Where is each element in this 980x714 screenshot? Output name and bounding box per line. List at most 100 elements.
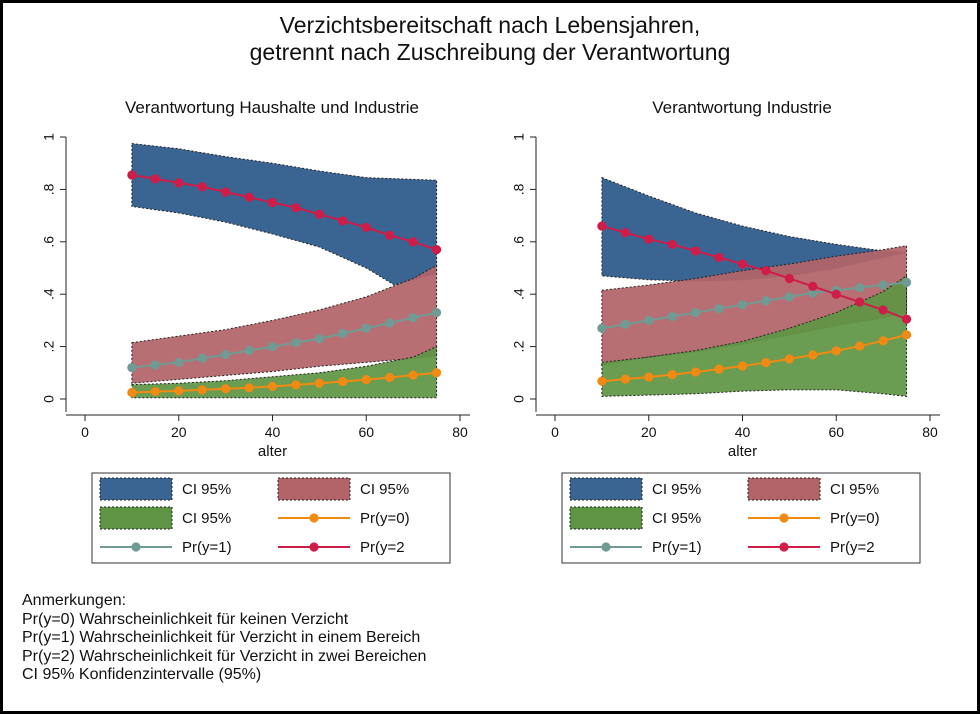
y-tick-label: .8 <box>41 183 57 195</box>
legend-pr-y2-label: Pr(y=2 <box>830 539 875 556</box>
data-point-y2 <box>291 203 301 213</box>
data-point-y0 <box>667 370 677 380</box>
y-tick-label: 0 <box>511 395 527 403</box>
data-point-y1 <box>620 319 630 329</box>
data-point-y2 <box>338 216 348 226</box>
data-point-y2 <box>314 209 324 219</box>
legend-pr-y2-marker <box>779 542 789 552</box>
legend-pr-y0-label: Pr(y=0) <box>360 510 410 527</box>
note-pr-y2: Pr(y=2) Wahrscheinlichkeit für Verzicht … <box>22 647 427 665</box>
notes: Anmerkungen: Pr(y=0) Wahrscheinlichkeit … <box>22 592 426 685</box>
data-point-y1 <box>431 307 442 318</box>
data-point-y0 <box>408 370 418 380</box>
legend-ci-y0-label: CI 95% <box>182 510 231 527</box>
data-point-y0 <box>620 374 630 384</box>
legend-ci-y0-swatch <box>569 506 643 530</box>
data-point-y2 <box>784 273 794 284</box>
data-point-y1 <box>267 342 278 352</box>
data-point-y2 <box>901 314 912 324</box>
x-axis-label: alter <box>728 443 757 460</box>
data-point-y0 <box>831 346 841 356</box>
y-tick-label: .6 <box>511 236 527 248</box>
legend: CI 95% CI 95% CI 95% Pr(y=0) Pr(y=1) Pr(y=2 <box>91 472 451 564</box>
data-point-y2 <box>221 187 231 197</box>
data-point-y2 <box>127 170 137 180</box>
x-tick-label: 40 <box>265 424 281 440</box>
notes-heading: Anmerkungen: <box>22 592 127 609</box>
legend-ci-y2-label: CI 95% <box>652 481 701 498</box>
data-point-y1 <box>244 345 254 356</box>
data-point-y0 <box>714 364 724 374</box>
data-point-y2 <box>644 234 654 244</box>
data-point-y1 <box>714 304 724 314</box>
y-tick-label: 1 <box>41 133 57 141</box>
x-tick-label: 20 <box>641 424 657 440</box>
data-point-y0 <box>761 357 771 368</box>
panel-title-left: Verantwortung Haushalte und Industrie <box>125 98 419 117</box>
data-point-y1 <box>221 349 231 360</box>
data-point-y1 <box>644 315 654 325</box>
x-tick-label: 80 <box>922 424 938 440</box>
data-point-y2 <box>714 252 724 263</box>
legend-ci-y2-swatch <box>99 477 173 501</box>
data-point-y1 <box>385 318 395 328</box>
data-point-y2 <box>878 305 888 315</box>
x-tick-label: 0 <box>551 424 559 440</box>
data-point-y1 <box>901 277 912 288</box>
y-tick-label: .2 <box>511 341 527 353</box>
data-point-y0 <box>314 378 324 388</box>
data-point-y1 <box>808 288 818 298</box>
data-point-y1 <box>338 328 348 339</box>
data-point-y2 <box>244 192 254 202</box>
data-point-y0 <box>221 384 231 394</box>
x-tick-label: 0 <box>81 424 89 440</box>
data-point-y2 <box>737 259 748 269</box>
y-tick-label: .2 <box>41 341 57 353</box>
data-point-y2 <box>150 174 160 184</box>
data-point-y1 <box>761 296 771 306</box>
data-point-y0 <box>244 383 254 393</box>
data-point-y0 <box>737 361 748 371</box>
data-point-y1 <box>737 300 748 310</box>
data-point-y1 <box>127 362 137 373</box>
data-point-y0 <box>174 386 184 396</box>
data-point-y2 <box>761 266 771 276</box>
data-point-y0 <box>197 385 207 395</box>
data-point-y0 <box>808 350 818 360</box>
x-axis-label: alter <box>258 443 287 460</box>
data-point-y1 <box>197 353 207 363</box>
data-point-y0 <box>361 375 371 385</box>
note-ci: CI 95% Konfidenzintervalle (95%) <box>22 666 262 683</box>
legend: CI 95% CI 95% CI 95% Pr(y=0) Pr(y=1) Pr(y=2 <box>561 472 921 564</box>
data-point-y0 <box>901 330 912 340</box>
data-point-y0 <box>385 372 395 383</box>
data-point-y2 <box>197 182 207 192</box>
legend-ci-y0-swatch <box>99 506 173 530</box>
data-point-y1 <box>597 323 607 333</box>
x-tick-label: 40 <box>735 424 751 440</box>
data-point-y0 <box>644 372 654 382</box>
data-point-y2 <box>855 297 865 307</box>
legend-pr-y2-label: Pr(y=2 <box>360 539 405 556</box>
data-point-y0 <box>291 380 301 390</box>
legend-pr-y1-label: Pr(y=1) <box>182 539 232 556</box>
data-point-y0 <box>597 376 607 386</box>
data-point-y1 <box>667 311 677 322</box>
data-point-y2 <box>808 281 818 291</box>
data-point-y1 <box>314 334 324 344</box>
legend-ci-y1-label: CI 95% <box>830 481 879 498</box>
legend-pr-y0-label: Pr(y=0) <box>830 510 880 527</box>
data-point-y1 <box>174 357 184 367</box>
data-point-y2 <box>385 230 395 240</box>
legend-pr-y0-marker <box>779 513 789 523</box>
legend-pr-y2-marker <box>309 542 319 552</box>
data-point-y0 <box>150 387 160 397</box>
main-title: Verzichtsbereitschaft nach Lebensjahren,… <box>0 12 980 66</box>
x-tick-label: 20 <box>171 424 187 440</box>
data-point-y2 <box>408 237 418 247</box>
x-tick-label: 80 <box>452 424 468 440</box>
data-point-y1 <box>691 307 701 318</box>
legend-ci-y1-label: CI 95% <box>360 481 409 498</box>
data-point-y1 <box>150 360 160 370</box>
